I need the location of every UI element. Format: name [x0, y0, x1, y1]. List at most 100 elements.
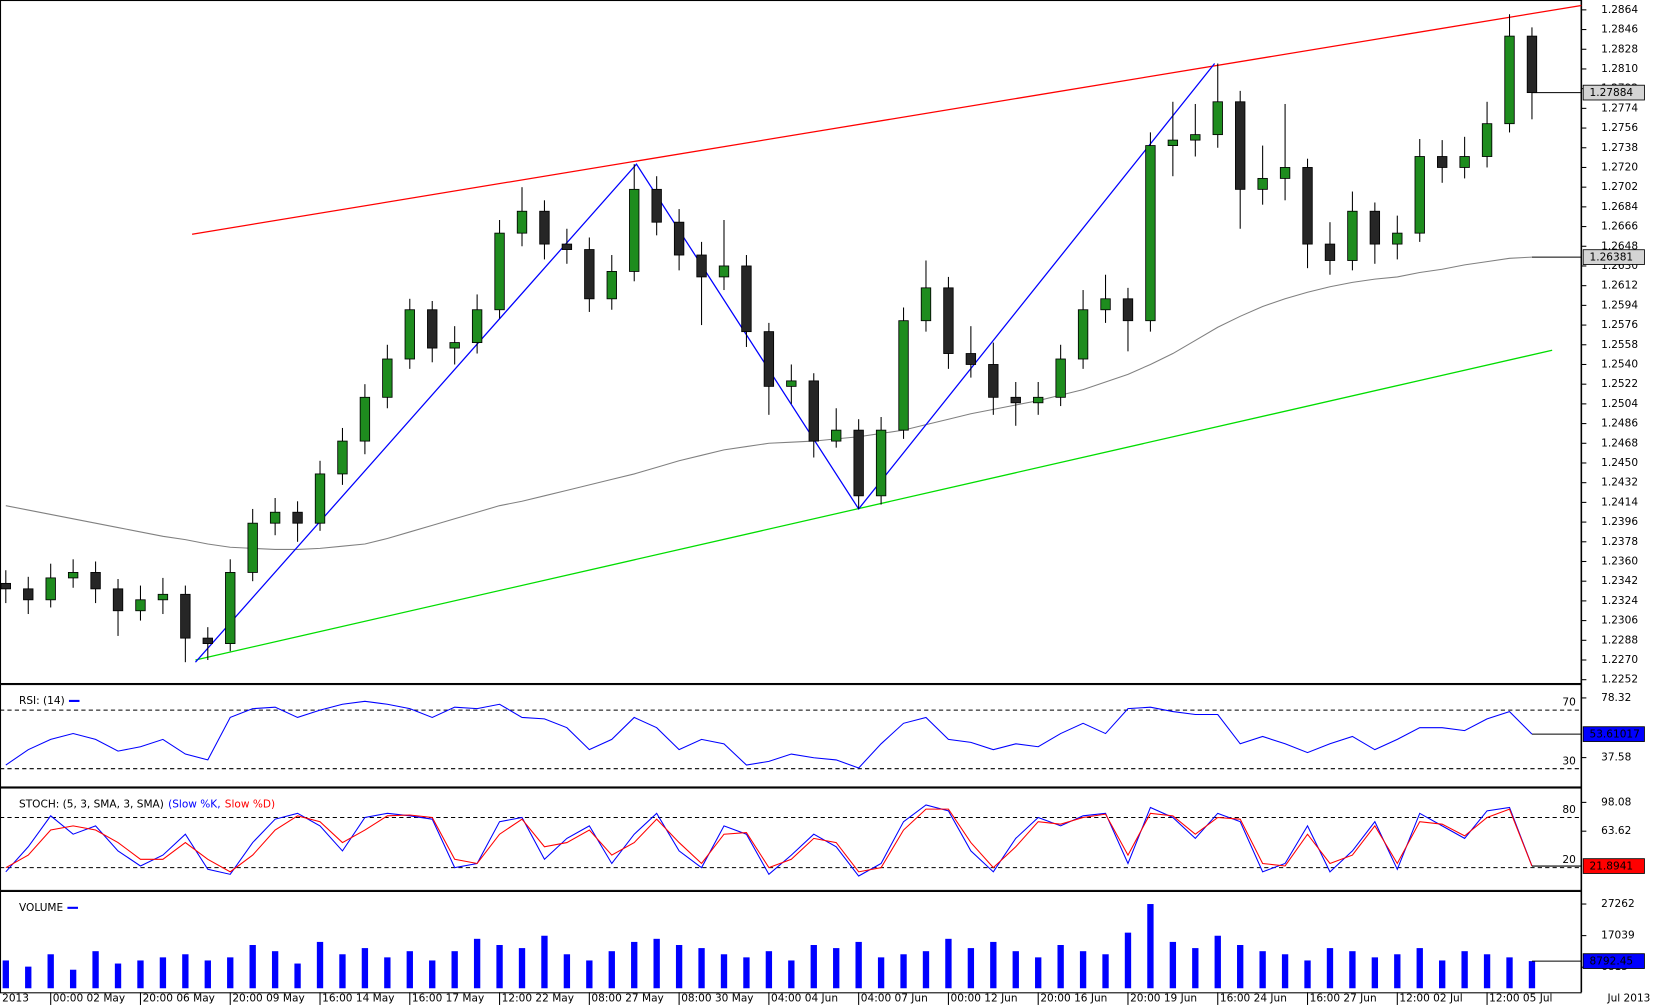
candle-body	[1077, 309, 1089, 360]
candle-body	[225, 572, 236, 645]
last-value-label: 8792.45	[1590, 956, 1634, 968]
volume-bar	[1349, 951, 1356, 989]
candle-body	[404, 309, 415, 360]
candle-body	[1504, 35, 1515, 125]
y-tick-label: 1.2342	[1601, 575, 1638, 587]
x-tick-label: 04:00 04 Jun	[771, 993, 838, 1005]
level-label: 70	[1562, 697, 1576, 709]
level-label: 30	[1562, 755, 1576, 767]
volume-bar	[1214, 935, 1221, 989]
candle-body	[337, 440, 348, 475]
y-tick-label: 1.2756	[1601, 122, 1638, 134]
volume-bar	[945, 938, 952, 989]
volume-bar	[1124, 932, 1132, 989]
y-tick-label: 1.2468	[1601, 437, 1638, 449]
candle-body	[427, 309, 438, 349]
x-tick-label: 12:00 02 Jul	[1399, 993, 1462, 1005]
candle-body	[629, 188, 640, 272]
indicator-title-text: RSI: (14)	[19, 695, 65, 707]
x-tick-label: 00:00 12 Jun	[951, 993, 1018, 1005]
y-tick-label: 1.2702	[1601, 181, 1638, 193]
candle-body	[135, 599, 146, 612]
indicator-title: VOLUME	[19, 902, 63, 914]
volume-bar	[990, 941, 997, 989]
volume-bar	[316, 941, 324, 989]
candle-body	[1145, 145, 1156, 322]
volume-bar	[249, 945, 256, 989]
legend-entry: Slow %D)	[225, 798, 275, 810]
volume-bar	[608, 951, 615, 989]
candle-body	[1459, 156, 1470, 168]
candle-body	[314, 473, 326, 524]
candle-body	[1414, 156, 1425, 234]
y-tick-label: 1.2414	[1601, 496, 1638, 508]
candle-body	[763, 331, 775, 387]
volume-bar	[384, 957, 391, 989]
y-tick-label: 1.2450	[1601, 457, 1638, 469]
y-tick-label: 1.2522	[1601, 378, 1638, 390]
candle-body	[673, 221, 685, 256]
candle-body	[606, 271, 617, 300]
volume-bar	[855, 941, 862, 989]
volume-bar	[227, 957, 234, 989]
candle-body	[23, 588, 34, 601]
y-tick-label: 17039	[1601, 930, 1635, 942]
trend-line	[191, 4, 1582, 235]
candle-body	[696, 254, 707, 278]
candle-body	[808, 380, 819, 442]
candle-body	[920, 287, 932, 322]
candle-body	[269, 511, 281, 524]
volume-bar	[518, 948, 526, 989]
x-tick-label: 12:00 05 Jul	[1489, 993, 1552, 1005]
volume-bar	[877, 957, 885, 989]
candle-body	[988, 364, 999, 398]
volume-bar	[1439, 960, 1446, 989]
level-label: 20	[1562, 854, 1576, 866]
y-tick-label: 1.2288	[1601, 634, 1638, 646]
y-tick-label: 1.2576	[1601, 319, 1638, 331]
last-value-label: 1.27884	[1590, 87, 1634, 99]
y-tick-label: 1.2504	[1601, 398, 1638, 410]
volume-bar	[1528, 961, 1536, 989]
candle-body	[875, 429, 887, 497]
y-tick-label: 1.2666	[1601, 221, 1638, 233]
volume-bar	[1281, 954, 1289, 989]
x-tick-label: 20:00 09 May	[232, 993, 304, 1005]
moving-average	[5, 256, 1532, 550]
volume-bar	[182, 954, 189, 989]
y-tick-label: 1.2864	[1601, 4, 1638, 16]
candle-body	[1279, 167, 1291, 179]
volume-bar	[1326, 948, 1334, 989]
volume-bar	[92, 951, 99, 989]
volume-bar	[473, 938, 481, 989]
volume-bar	[967, 948, 975, 989]
indicator-line	[5, 808, 1533, 873]
level-label: 80	[1562, 804, 1576, 816]
y-tick-label: 1.2270	[1601, 654, 1638, 666]
candle-body	[853, 429, 864, 497]
candle-body	[292, 511, 303, 524]
candle-body	[1212, 101, 1223, 136]
volume-bar	[1394, 954, 1401, 989]
candle-body	[1122, 298, 1134, 322]
x-tick-label: 16:00 17 May	[412, 993, 484, 1005]
candle-body	[1392, 232, 1403, 245]
volume-bar	[339, 954, 346, 989]
candle-body	[898, 320, 909, 431]
volume-bar	[361, 948, 369, 989]
x-tick-label: 20:00 06 May	[143, 993, 215, 1005]
volume-bar	[1079, 951, 1087, 989]
volume-bar	[1371, 957, 1379, 989]
volume-bar	[698, 948, 705, 989]
candle-body	[718, 265, 730, 278]
indicator-title: STOCH: (5, 3, SMA, 3, SMA) (Slow %K, Slow …	[19, 798, 275, 810]
candle-body	[202, 637, 213, 645]
volume-bar	[1057, 945, 1064, 989]
volume-bar	[271, 951, 279, 989]
indicator-title: RSI: (14)	[19, 695, 65, 707]
candle-body	[786, 380, 797, 387]
volume-bar	[653, 938, 660, 989]
volume-bar	[586, 960, 593, 989]
candle-body	[1235, 101, 1246, 190]
